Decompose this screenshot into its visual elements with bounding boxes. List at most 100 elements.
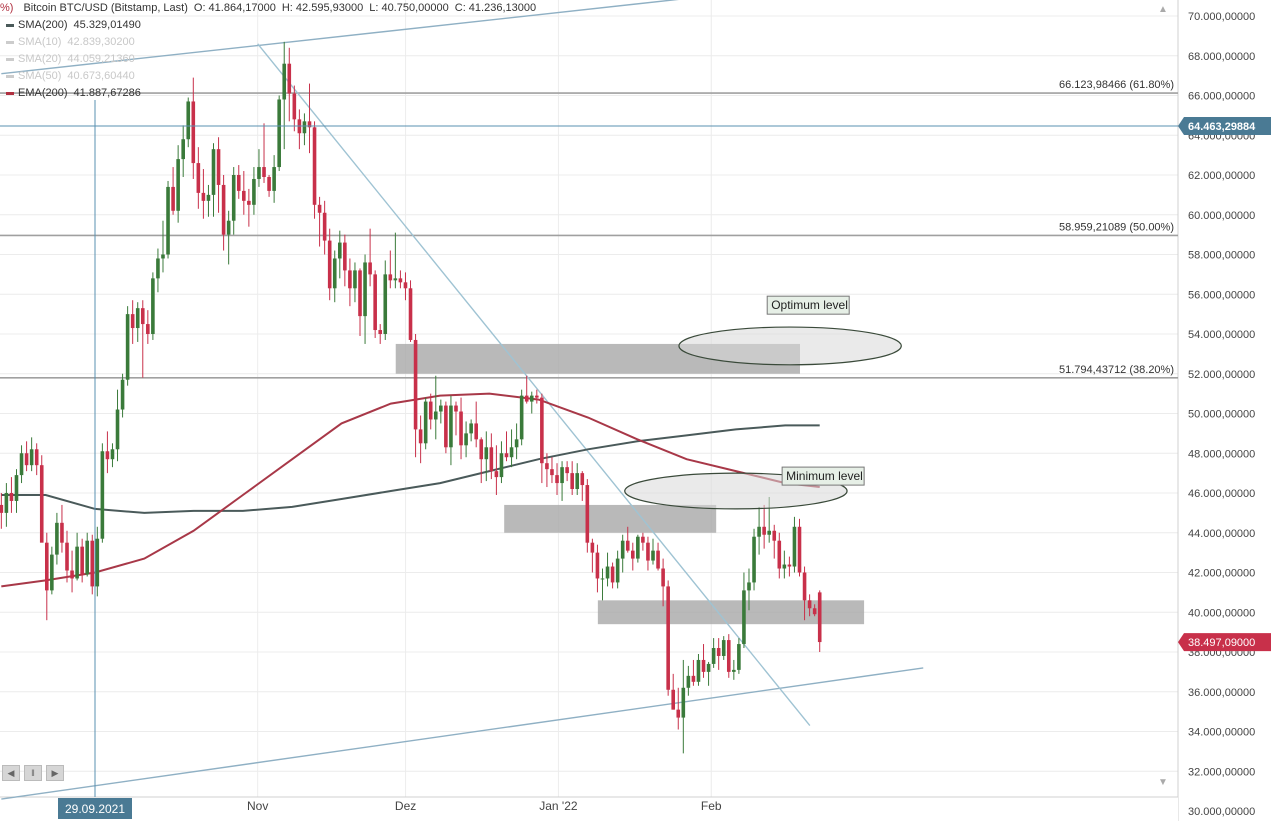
y-tick-label: 62.000,00000: [1188, 170, 1255, 182]
candle: [373, 270, 377, 338]
candle-body: [80, 546, 84, 575]
candle-body: [494, 471, 499, 478]
instrument-header: %) Bitcoin BTC/USD (Bitstamp, Last) O: 4…: [0, 0, 536, 17]
candle: [100, 443, 105, 543]
candle: [176, 145, 180, 223]
candle-body: [716, 648, 721, 656]
scroll-right-icon[interactable]: ▶: [46, 765, 64, 781]
candle-body: [307, 121, 312, 128]
candle-body: [267, 176, 271, 191]
candle-body: [454, 405, 458, 412]
candle: [560, 461, 564, 501]
scroll-left-icon[interactable]: ◀: [2, 765, 20, 781]
y-tick-label: 30.000,00000: [1188, 806, 1255, 818]
fib-label: 51.794,43712 (38.20%): [1059, 364, 1174, 376]
candle: [459, 397, 463, 460]
candle: [398, 270, 403, 289]
sma200-line: [1, 424, 820, 514]
candle-body: [509, 447, 514, 458]
candle-body: [444, 405, 448, 448]
scroll-up-icon[interactable]: ▲: [1158, 4, 1168, 15]
y-tick-label: 68.000,00000: [1188, 51, 1255, 63]
legend-item[interactable]: SMA(20) 44.059,21360: [0, 51, 536, 68]
candle-body: [691, 675, 696, 682]
candle-body: [186, 101, 191, 140]
candle-body: [590, 542, 595, 553]
candle-body: [666, 586, 670, 690]
candle: [444, 401, 448, 454]
scroll-down-icon[interactable]: ▼: [1158, 777, 1168, 788]
candle-body: [661, 568, 665, 587]
candle: [358, 268, 362, 336]
candle-body: [115, 409, 120, 450]
candle: [363, 254, 367, 344]
candle: [666, 580, 670, 696]
candle-body: [696, 659, 701, 682]
candle: [540, 393, 544, 484]
candle: [378, 324, 383, 344]
candle-body: [550, 469, 554, 476]
candle: [317, 196, 322, 247]
candle: [656, 542, 660, 571]
candle: [156, 248, 160, 293]
candle-body: [787, 564, 792, 567]
candle: [777, 532, 782, 579]
candle-body: [641, 536, 645, 543]
legend-item[interactable]: EMA(200) 41.887,67286: [0, 85, 536, 102]
candle-body: [762, 526, 766, 535]
candle-body: [782, 564, 787, 569]
candle-body: [615, 558, 620, 583]
candle-body: [292, 93, 297, 120]
candle-body: [95, 538, 100, 587]
candle-body: [484, 447, 489, 460]
candle: [80, 538, 84, 583]
annotation-ellipse: [678, 326, 902, 366]
legend-value: 40.673,60440: [67, 70, 135, 82]
annotation-label: Optimum level: [771, 298, 848, 312]
candle: [247, 188, 251, 227]
ohlc-high: H: 42.595,93000: [281, 2, 364, 14]
candle-body: [630, 550, 635, 559]
candle: [747, 568, 751, 611]
candle-body: [479, 439, 484, 460]
candle: [206, 184, 211, 217]
candle-body: [747, 582, 751, 591]
candle-body: [636, 536, 640, 559]
candle-body: [656, 550, 660, 569]
candle-body: [312, 127, 317, 205]
candle-body: [231, 175, 236, 221]
candle: [802, 566, 807, 621]
candle-body: [151, 278, 155, 334]
candle: [782, 550, 787, 579]
candle: [681, 659, 686, 754]
ohlc-open: O: 41.864,17000: [193, 2, 276, 14]
last-price-badge: [1178, 633, 1271, 652]
candle-body: [130, 314, 135, 329]
candle: [151, 272, 155, 340]
candle: [489, 433, 494, 480]
candle-body: [540, 397, 544, 464]
candle: [706, 661, 711, 686]
legend-item[interactable]: SMA(200) 45.329,01490: [0, 17, 536, 34]
legend-swatch: [6, 92, 14, 95]
candle: [742, 572, 746, 649]
pause-icon[interactable]: ‖: [24, 765, 42, 781]
candle-body: [545, 463, 549, 470]
candle: [610, 562, 615, 589]
y-tick-label: 36.000,00000: [1188, 687, 1255, 699]
candle-body: [327, 240, 332, 289]
trendline-channel-top: [1, 0, 680, 75]
legend-item[interactable]: SMA(50) 40.673,60440: [0, 68, 536, 85]
candle-body: [85, 540, 90, 575]
candle-body: [39, 465, 44, 543]
candle: [0, 493, 4, 529]
candle: [226, 210, 231, 265]
candle-body: [676, 709, 681, 718]
legend-item[interactable]: SMA(10) 42.839,30200: [0, 34, 536, 51]
candle: [297, 109, 302, 150]
header-prefix: %): [0, 2, 14, 14]
candle: [55, 512, 59, 565]
candle: [236, 165, 241, 199]
candle-body: [767, 530, 771, 535]
